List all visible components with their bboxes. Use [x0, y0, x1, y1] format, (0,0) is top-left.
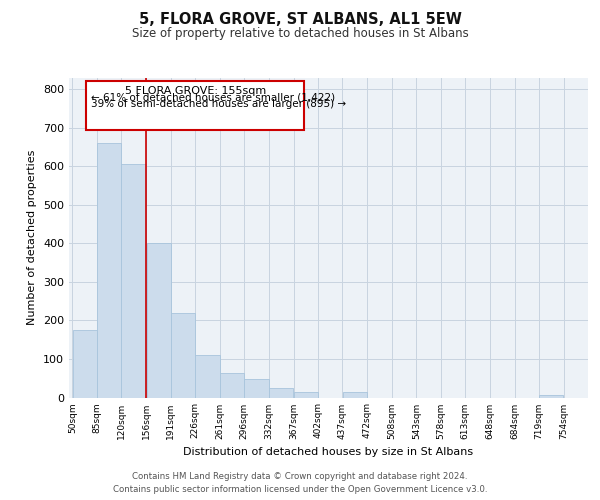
Text: 5 FLORA GROVE: 155sqm: 5 FLORA GROVE: 155sqm — [125, 86, 266, 96]
Bar — [171, 314, 195, 398]
Y-axis label: Number of detached properties: Number of detached properties — [28, 150, 37, 325]
FancyBboxPatch shape — [86, 80, 304, 130]
Bar — [539, 395, 563, 398]
Text: ← 61% of detached houses are smaller (1,422): ← 61% of detached houses are smaller (1,… — [91, 92, 335, 102]
Bar — [121, 164, 146, 398]
Bar — [269, 388, 293, 398]
Bar — [343, 392, 367, 398]
Text: 5, FLORA GROVE, ST ALBANS, AL1 5EW: 5, FLORA GROVE, ST ALBANS, AL1 5EW — [139, 12, 461, 28]
Text: Size of property relative to detached houses in St Albans: Size of property relative to detached ho… — [131, 28, 469, 40]
Text: Contains public sector information licensed under the Open Government Licence v3: Contains public sector information licen… — [113, 485, 487, 494]
Bar — [244, 380, 269, 398]
X-axis label: Distribution of detached houses by size in St Albans: Distribution of detached houses by size … — [184, 447, 473, 457]
Bar — [146, 244, 170, 398]
Text: Contains HM Land Registry data © Crown copyright and database right 2024.: Contains HM Land Registry data © Crown c… — [132, 472, 468, 481]
Bar — [196, 355, 220, 398]
Bar — [294, 392, 318, 398]
Text: 39% of semi-detached houses are larger (895) →: 39% of semi-detached houses are larger (… — [91, 100, 346, 110]
Bar — [97, 143, 121, 398]
Bar — [220, 373, 244, 398]
Bar — [73, 330, 97, 398]
